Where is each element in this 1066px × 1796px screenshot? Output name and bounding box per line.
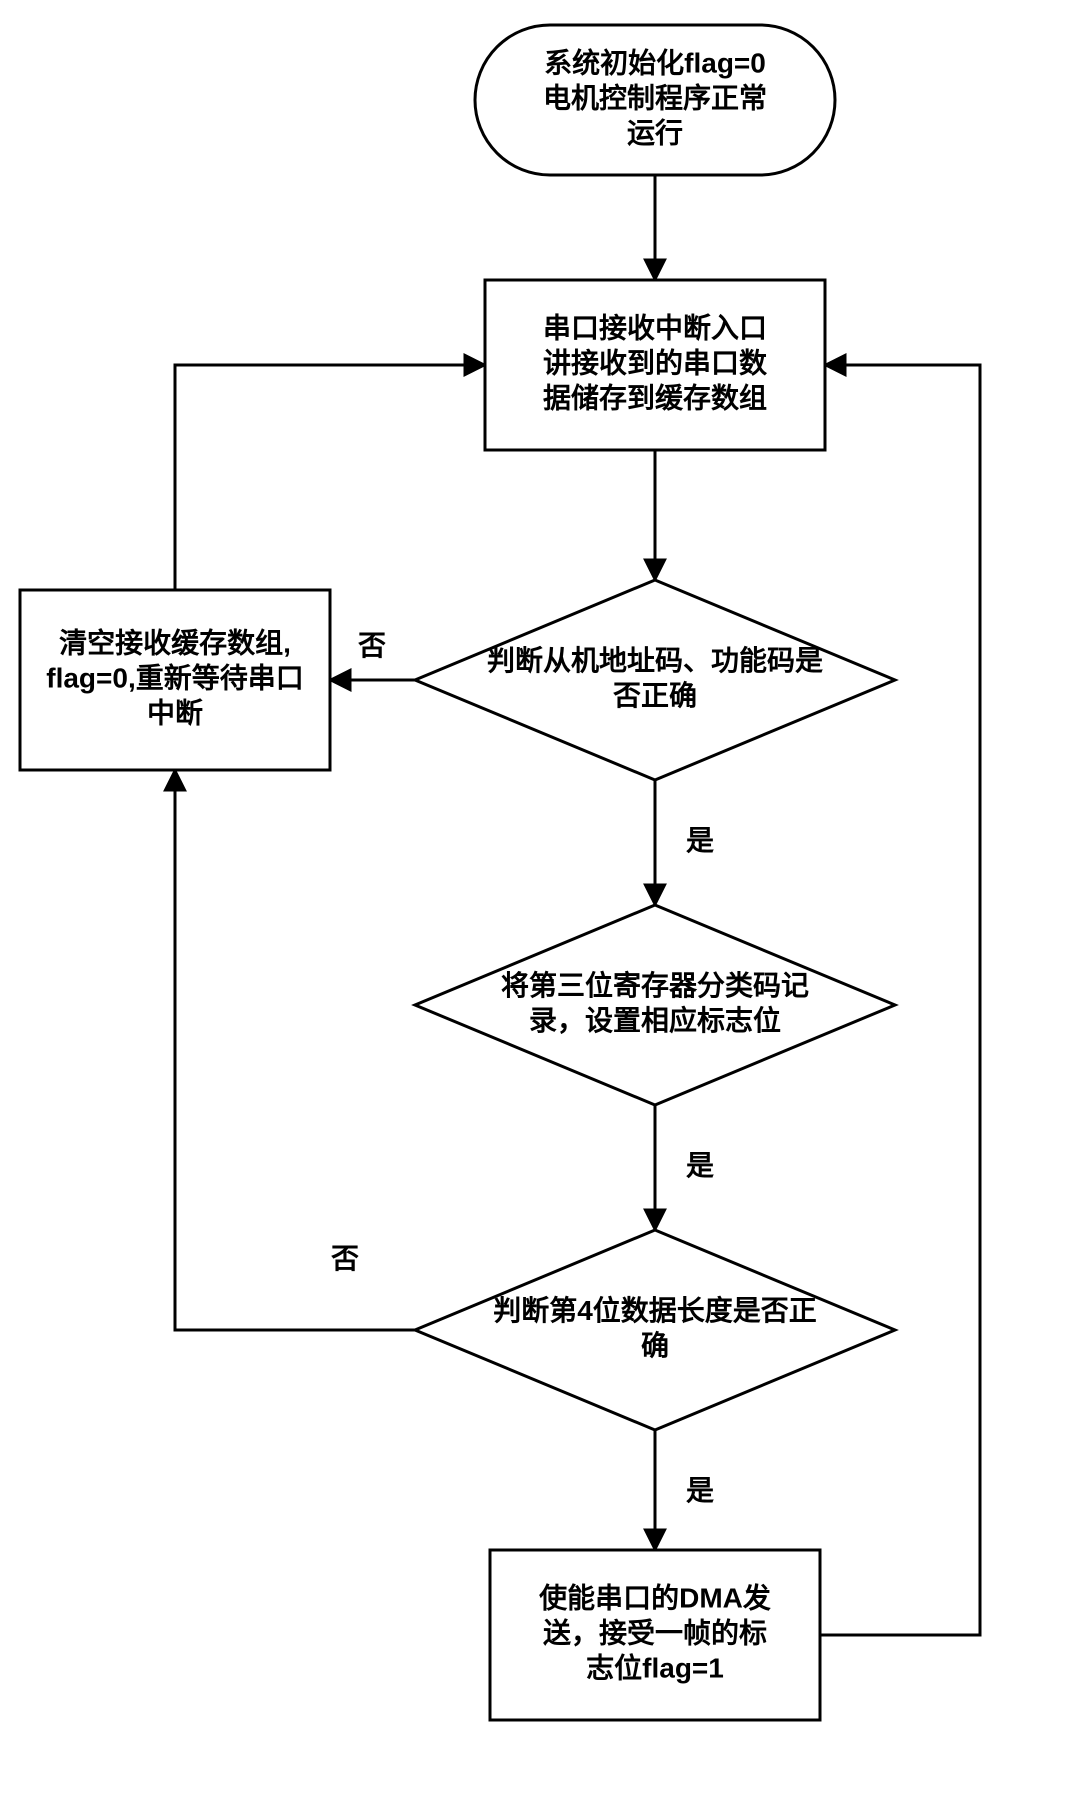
edge-label: 是 <box>686 1475 714 1506</box>
node-text: 录，设置相应标志位 <box>529 1004 781 1036</box>
node-text: 判断从机地址码、功能码是 <box>487 644 823 676</box>
node-text: 送，接受一帧的标 <box>543 1616 767 1648</box>
node-text: 中断 <box>147 696 203 728</box>
node-text: 使能串口的DMA发 <box>538 1581 771 1613</box>
edge <box>175 365 485 590</box>
node-text: 将第三位寄存器分类码记 <box>501 969 809 1001</box>
edge <box>175 770 415 1330</box>
node-text: flag=0,重新等待串口 <box>46 661 303 693</box>
node-text: 清空接收缓存数组, <box>59 626 291 658</box>
node-text: 志位flag=1 <box>586 1651 724 1683</box>
node-text: 据储存到缓存数组 <box>543 381 767 413</box>
edge-label: 是 <box>686 825 714 856</box>
edge-label: 否 <box>358 630 386 661</box>
node-text: 系统初始化flag=0 <box>544 46 766 78</box>
node-text: 运行 <box>627 116 683 148</box>
node-text: 判断第4位数据长度是否正 <box>493 1294 817 1326</box>
node-text: 串口接收中断入口 <box>543 311 767 343</box>
edge-label: 否 <box>331 1243 359 1274</box>
node-text: 电机控制程序正常 <box>543 81 767 113</box>
node-text: 否正确 <box>613 679 697 711</box>
node-text: 讲接收到的串口数 <box>543 346 768 378</box>
node-text: 确 <box>641 1329 669 1361</box>
edge-label: 是 <box>686 1150 714 1181</box>
